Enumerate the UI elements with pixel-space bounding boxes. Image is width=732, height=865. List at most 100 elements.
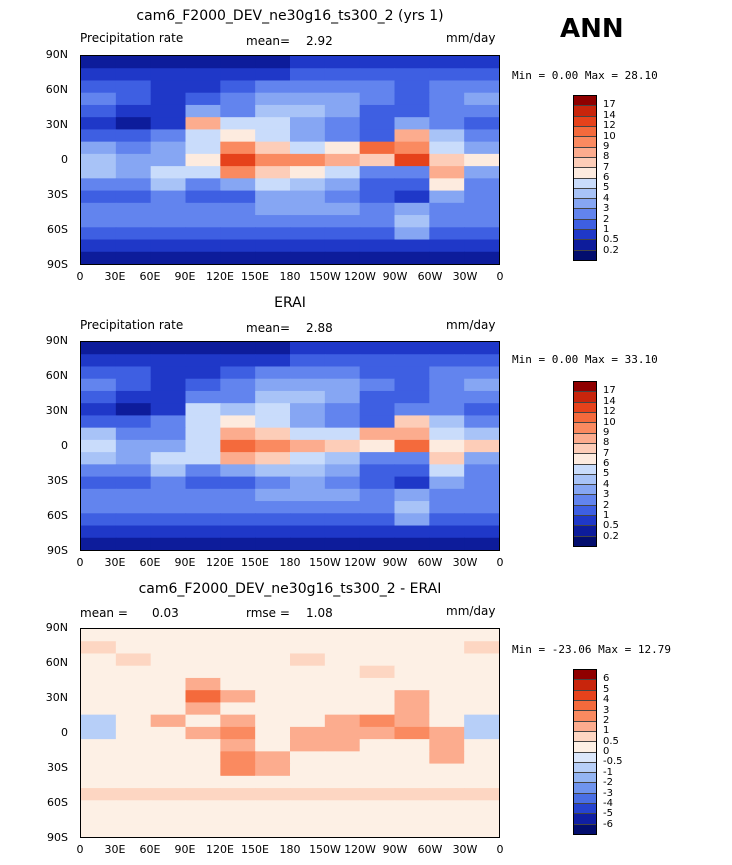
grid-cell bbox=[220, 702, 256, 716]
grid-cell bbox=[394, 641, 430, 655]
grid-cell bbox=[115, 476, 152, 490]
grid-cell bbox=[185, 92, 221, 106]
panel3-field bbox=[81, 629, 499, 837]
grid-cell bbox=[464, 677, 499, 691]
grid-cell bbox=[81, 714, 117, 728]
grid-cell bbox=[464, 141, 499, 155]
grid-cell bbox=[150, 403, 187, 417]
grid-cell bbox=[324, 56, 361, 69]
grid-cell bbox=[464, 129, 499, 143]
grid-cell bbox=[429, 92, 465, 106]
grid-cell bbox=[290, 354, 326, 368]
grid-cell bbox=[220, 751, 256, 765]
grid-cell bbox=[324, 153, 361, 167]
grid-cell bbox=[359, 513, 396, 527]
grid-cell bbox=[429, 812, 465, 826]
grid-cell bbox=[150, 751, 187, 765]
grid-cell bbox=[290, 476, 326, 490]
grid-cell bbox=[255, 690, 291, 704]
colorbar-label: -0.5 bbox=[603, 756, 623, 768]
colorbar-label: 7 bbox=[603, 447, 610, 459]
grid-cell bbox=[81, 824, 117, 837]
grid-cell bbox=[324, 476, 361, 490]
grid-cell bbox=[115, 501, 152, 514]
grid-cell bbox=[255, 665, 291, 679]
grid-cell bbox=[150, 104, 187, 118]
panel1-field bbox=[81, 56, 499, 264]
grid-cell bbox=[255, 68, 291, 82]
colorbar-label: 2 bbox=[603, 213, 610, 225]
grid-cell bbox=[324, 714, 361, 728]
grid-cell bbox=[290, 415, 326, 429]
grid-cell bbox=[255, 763, 291, 777]
lat-tick-label: 30N bbox=[45, 404, 68, 417]
grid-cell bbox=[290, 452, 326, 465]
grid-cell bbox=[429, 788, 465, 801]
grid-cell bbox=[290, 68, 326, 82]
grid-cell bbox=[185, 677, 221, 691]
grid-cell bbox=[324, 129, 361, 143]
grid-cell bbox=[220, 763, 256, 777]
colorbar-label: -5 bbox=[603, 808, 613, 820]
grid-cell bbox=[394, 141, 430, 155]
grid-cell bbox=[464, 439, 499, 453]
grid-cell bbox=[429, 525, 465, 539]
grid-cell bbox=[220, 403, 256, 417]
grid-cell bbox=[464, 104, 499, 118]
grid-cell bbox=[359, 501, 396, 514]
grid-cell bbox=[394, 427, 430, 441]
grid-cell bbox=[324, 726, 361, 740]
grid-cell bbox=[81, 702, 117, 716]
grid-cell bbox=[220, 726, 256, 740]
colorbar-box bbox=[574, 147, 596, 158]
grid-cell bbox=[150, 415, 187, 429]
grid-cell bbox=[394, 513, 430, 527]
grid-cell bbox=[394, 714, 430, 728]
grid-cell bbox=[324, 80, 361, 94]
colorbar-box bbox=[574, 199, 596, 210]
grid-cell bbox=[429, 227, 465, 241]
panel1-min-value: 0.00 bbox=[551, 69, 579, 82]
grid-cell bbox=[394, 501, 430, 514]
grid-cell bbox=[290, 190, 326, 204]
grid-cell bbox=[220, 714, 256, 728]
grid-cell bbox=[464, 342, 499, 355]
grid-cell bbox=[359, 190, 396, 204]
grid-cell bbox=[115, 788, 152, 801]
grid-cell bbox=[185, 427, 221, 441]
grid-cell bbox=[185, 190, 221, 204]
grid-cell bbox=[359, 56, 396, 69]
grid-cell bbox=[150, 800, 187, 814]
grid-cell bbox=[464, 525, 499, 539]
grid-cell bbox=[150, 166, 187, 179]
grid-cell bbox=[359, 354, 396, 368]
grid-cell bbox=[359, 129, 396, 143]
grid-cell bbox=[255, 342, 291, 355]
grid-cell bbox=[150, 427, 187, 441]
colorbar-box bbox=[574, 209, 596, 220]
grid-cell bbox=[185, 501, 221, 514]
grid-cell bbox=[185, 215, 221, 228]
grid-cell bbox=[115, 800, 152, 814]
grid-cell bbox=[359, 153, 396, 167]
grid-cell bbox=[290, 800, 326, 814]
lon-tick-label: 120W bbox=[344, 270, 376, 283]
grid-cell bbox=[185, 366, 221, 380]
colorbar-label: 6 bbox=[603, 458, 610, 469]
grid-cell bbox=[359, 739, 396, 752]
colorbar-box bbox=[574, 700, 596, 712]
lon-tick-label: 120E bbox=[206, 556, 234, 569]
grid-cell bbox=[81, 153, 117, 167]
panel1-variable-label: Precipitation rate bbox=[80, 31, 184, 45]
grid-cell bbox=[324, 452, 361, 465]
grid-cell bbox=[220, 690, 256, 704]
grid-cell bbox=[324, 415, 361, 429]
panel3-colorbar bbox=[573, 669, 597, 835]
grid-cell bbox=[394, 354, 430, 368]
grid-cell bbox=[185, 439, 221, 453]
grid-cell bbox=[220, 251, 256, 264]
grid-cell bbox=[81, 141, 117, 155]
grid-cell bbox=[255, 153, 291, 167]
grid-cell bbox=[115, 153, 152, 167]
lon-tick-label: 180 bbox=[279, 556, 301, 569]
